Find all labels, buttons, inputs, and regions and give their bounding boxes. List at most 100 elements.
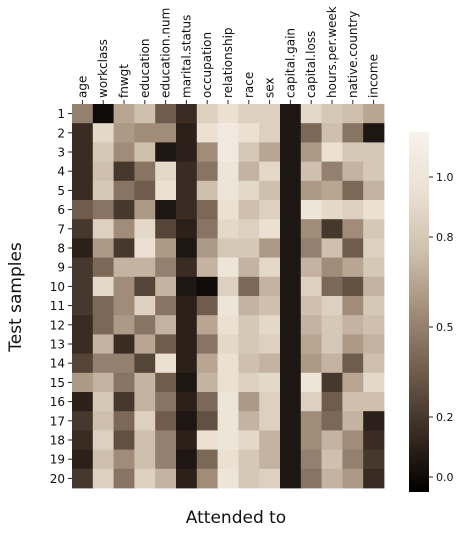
heatmap-cell — [342, 353, 364, 374]
heatmap-cell — [259, 411, 281, 431]
heatmap-cell — [92, 430, 114, 450]
heatmap-cell — [155, 353, 177, 374]
heatmap-cell — [113, 468, 135, 489]
heatmap-cell — [342, 142, 364, 162]
heatmap-cell — [238, 123, 260, 143]
heatmap-cell — [259, 449, 281, 470]
y-tick-label: 2 — [57, 126, 65, 140]
heatmap-cell — [259, 353, 281, 374]
heatmap-cell — [300, 276, 322, 297]
y-tick-label: 9 — [57, 261, 65, 275]
heatmap-cell — [280, 315, 302, 335]
heatmap-cell — [176, 392, 198, 412]
heatmap-cell — [217, 219, 239, 239]
heatmap-cell — [113, 430, 135, 450]
heatmap-cell — [176, 468, 198, 489]
x-tick-label: workclass — [96, 39, 110, 98]
heatmap-cell — [176, 180, 198, 201]
heatmap-cell — [259, 392, 281, 412]
heatmap-cell — [176, 315, 198, 335]
heatmap-cell — [342, 334, 364, 354]
heatmap-cell — [363, 468, 385, 489]
heatmap-cell — [259, 315, 281, 335]
heatmap-cell — [217, 411, 239, 431]
colorbar-tick-label: 0.8 — [436, 231, 454, 244]
heatmap-cell — [196, 411, 218, 431]
heatmap-cell — [321, 180, 343, 201]
y-tick-label: 12 — [50, 318, 65, 332]
heatmap-cell — [92, 200, 114, 220]
heatmap-cell — [72, 123, 94, 143]
colorbar: 0.0 0.2 0.5 0.8 1.0 — [409, 132, 454, 492]
heatmap-cell — [238, 257, 260, 278]
heatmap-cell — [238, 430, 260, 450]
heatmap-cell — [92, 257, 114, 278]
x-tick-label: education.num — [159, 8, 173, 98]
heatmap-cell — [155, 200, 177, 220]
heatmap-cell — [300, 392, 322, 412]
heatmap-cell — [134, 353, 156, 374]
heatmap-cell — [280, 142, 302, 162]
heatmap-cell — [196, 123, 218, 143]
x-tick-label: sex — [263, 77, 277, 98]
heatmap-cell — [363, 430, 385, 450]
heatmap-cell — [134, 372, 156, 393]
heatmap-cell — [92, 392, 114, 412]
heatmap-cell — [300, 353, 322, 374]
heatmap-cell — [176, 430, 198, 450]
heatmap-cell — [217, 334, 239, 354]
heatmap-cell — [155, 392, 177, 412]
heatmap-cell — [155, 161, 177, 182]
heatmap-cell — [238, 392, 260, 412]
heatmap-cell — [134, 468, 156, 489]
heatmap-cell — [134, 392, 156, 412]
heatmap-cell — [238, 315, 260, 335]
y-tick-label: 10 — [50, 280, 65, 294]
y-tick-label: 6 — [57, 203, 65, 217]
heatmap-cell — [155, 430, 177, 450]
heatmap-cell — [113, 104, 135, 124]
heatmap-cell — [196, 353, 218, 374]
heatmap-cell — [238, 468, 260, 489]
heatmap-cell — [363, 161, 385, 182]
heatmap-cell — [259, 161, 281, 182]
heatmap-cell — [196, 200, 218, 220]
heatmap-cell — [238, 353, 260, 374]
heatmap-cell — [196, 449, 218, 470]
heatmap-cell — [363, 180, 385, 201]
heatmap-cell — [72, 200, 94, 220]
heatmap-cell — [321, 219, 343, 239]
heatmap-cell — [113, 296, 135, 316]
heatmap-cell — [217, 180, 239, 201]
heatmap-cell — [217, 257, 239, 278]
colorbar-tick-label: 0.0 — [436, 471, 454, 484]
heatmap-cell — [300, 315, 322, 335]
x-tick-labels: age workclass fnwgt education education.num m… — [75, 6, 381, 104]
heatmap-cell — [176, 411, 198, 431]
heatmap-cell — [217, 142, 239, 162]
y-tick-label: 19 — [50, 453, 65, 467]
heatmap-cell — [363, 238, 385, 258]
heatmap-cell — [280, 334, 302, 354]
heatmap-cell — [155, 104, 177, 124]
heatmap-cell — [363, 104, 385, 124]
heatmap-cell — [72, 334, 94, 354]
heatmap-cell — [321, 449, 343, 470]
heatmap-cell — [280, 411, 302, 431]
x-tick-label: capital.loss — [304, 31, 318, 98]
heatmap-cell — [176, 257, 198, 278]
heatmap-cell — [134, 276, 156, 297]
heatmap-cell — [259, 334, 281, 354]
heatmap-cell — [134, 123, 156, 143]
heatmap-cell — [280, 104, 302, 124]
heatmap-cell — [280, 296, 302, 316]
heatmap-cell — [196, 392, 218, 412]
heatmap-cell — [259, 219, 281, 239]
heatmap-cell — [176, 449, 198, 470]
heatmap-cell — [72, 104, 94, 124]
heatmap-cell — [321, 123, 343, 143]
heatmap-cell — [342, 315, 364, 335]
heatmap-cell — [92, 334, 114, 354]
heatmap-cell — [155, 372, 177, 393]
colorbar-gradient — [409, 132, 429, 492]
